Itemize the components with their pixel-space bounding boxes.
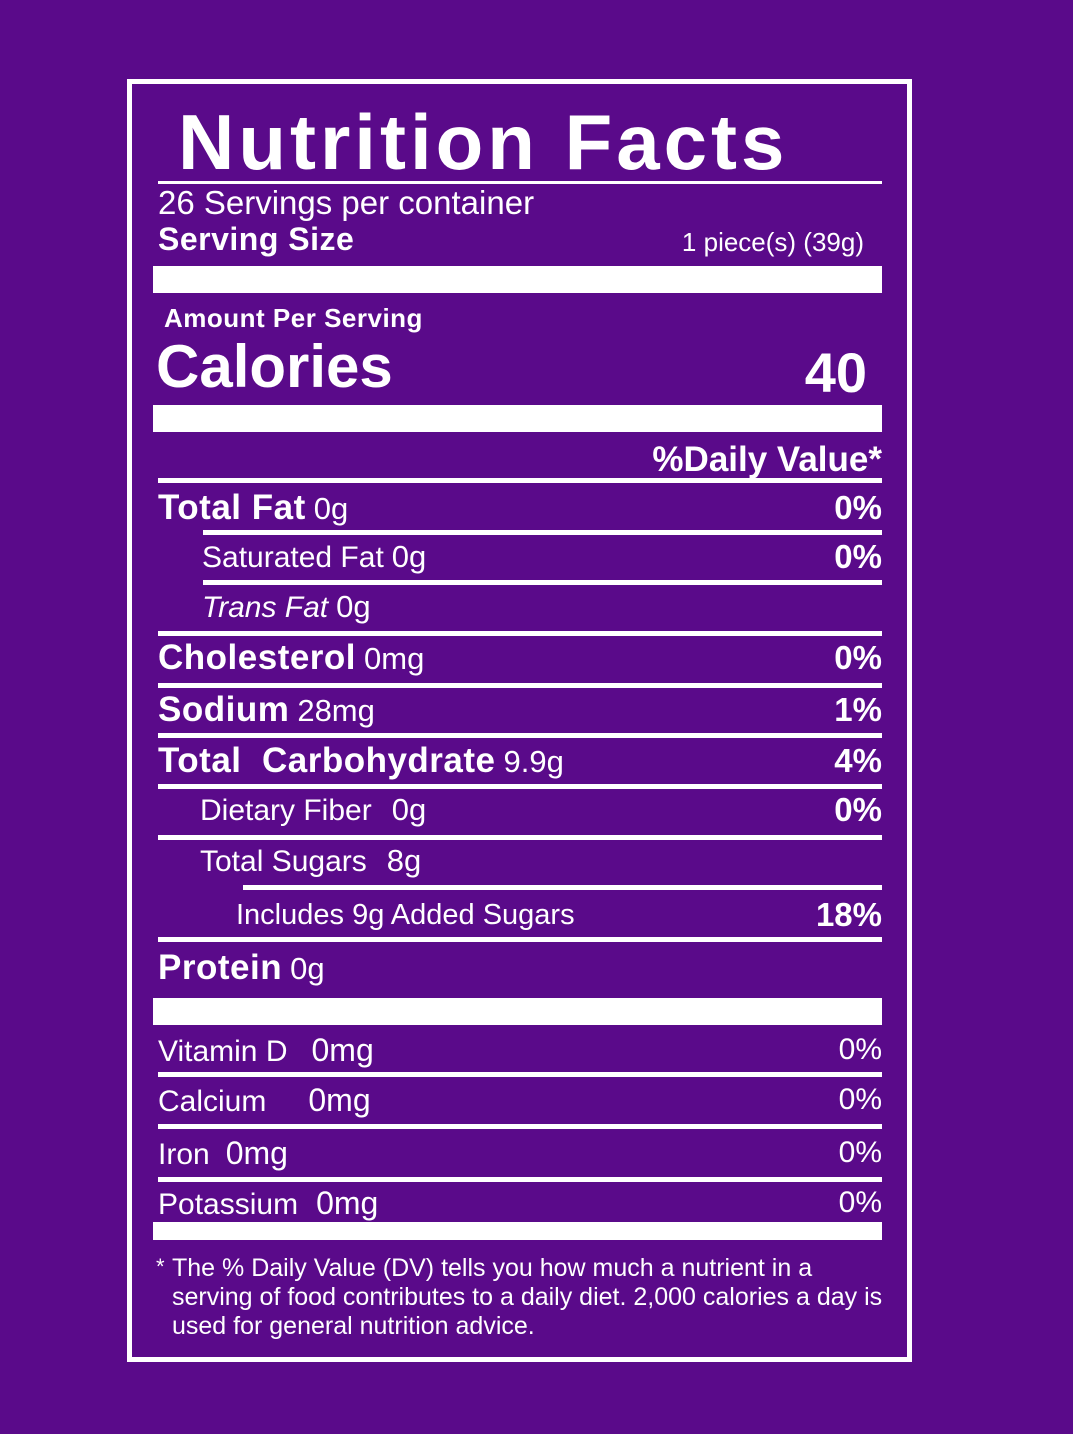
nutrient-amount: 0g [391,792,427,827]
nutrient-amount: 0g [290,951,325,986]
divider [158,181,882,184]
serving-size-label: Serving Size [158,221,355,257]
nutrient-amount: 9.9g [503,744,564,779]
vitamin-amount: 0mg [316,1185,379,1221]
calories-label: Calories [156,333,393,400]
nutrient-amount: 8g [386,843,422,878]
nutrient-name: Saturated Fat [202,541,384,574]
nutrient-dv: 4% [834,742,882,779]
nutrient-amount: 0g [313,491,349,526]
thick-divider [153,1222,882,1240]
divider [158,1124,882,1129]
amount-per-serving: Amount Per Serving [164,303,423,333]
vitamin-row-iron: Iron 0mg 0% [158,1133,882,1173]
nutrient-row-total-sugars: Total Sugars 8g [158,841,882,881]
vitamin-dv: 0% [838,1033,882,1066]
nutrient-name: Total Fat [158,488,306,527]
nutrient-amount: 0g [391,539,427,574]
divider [158,835,882,840]
nutrient-name: Includes 9g Added Sugars [236,899,575,931]
label-border [127,79,912,1362]
nutrient-dv: 18% [815,896,882,933]
vitamin-name: Potassium [158,1188,299,1221]
divider [158,631,882,636]
serving-size-value: 1 piece(s) (39g) [681,227,864,257]
nutrient-row-sodium: Sodium 28mg 1% [158,690,882,730]
nutrient-row-dietary-fiber: Dietary Fiber 0g 0% [158,790,882,830]
footnote: * The % Daily Value (DV) tells you how m… [156,1254,896,1341]
thick-divider [153,266,882,293]
divider [158,784,882,789]
nutrient-name: Protein [158,948,283,987]
vitamin-row-potassium: Potassium 0mg 0% [158,1183,882,1223]
nutrient-dv: 0% [834,489,882,526]
nutrient-name: Total Carbohydrate [158,741,496,780]
thick-divider [153,405,882,432]
nutrient-dv: 0% [834,639,882,676]
label-title: Nutrition Facts [178,98,789,186]
thick-divider [153,998,882,1025]
vitamin-dv: 0% [838,1083,882,1116]
nutrient-name: Sodium [158,690,290,729]
divider [158,1072,882,1077]
nutrient-name: Total Sugars [200,845,367,878]
vitamin-row-vitamin-d: Vitamin D 0mg 0% [158,1030,882,1070]
nutrient-row-total-fat: Total Fat 0g 0% [158,488,882,528]
nutrient-name: Dietary Fiber [200,794,372,827]
nutrient-dv: 0% [834,538,882,575]
vitamin-amount: 0mg [308,1082,371,1118]
vitamin-name: Iron [158,1138,210,1171]
divider [203,580,882,585]
nutrient-row-added-sugars: Includes 9g Added Sugars 18% [158,895,882,935]
servings-per-container: 26 Servings per container [158,184,535,221]
nutrient-amount: 0mg [364,641,425,676]
divider [158,937,882,942]
footnote-marker: * [156,1254,165,1279]
vitamin-amount: 0mg [225,1135,288,1171]
vitamin-dv: 0% [838,1136,882,1169]
nutrient-dv: 0% [834,791,882,828]
nutrient-amount: 0g [336,589,371,624]
footnote-text: The % Daily Value (DV) tells you how muc… [172,1254,883,1340]
vitamin-dv: 0% [838,1186,882,1219]
nutrient-amount: 28mg [297,693,375,728]
nutrient-row-protein: Protein 0g [158,948,882,988]
divider [158,1177,882,1182]
vitamin-name: Vitamin D [158,1035,288,1068]
divider [158,478,882,483]
nutrient-row-trans-fat: Trans Fat 0g [158,587,882,627]
divider [243,885,882,890]
daily-value-header: %Daily Value* [652,440,882,479]
divider [158,733,882,738]
nutrient-row-cholesterol: Cholesterol 0mg 0% [158,638,882,678]
divider [203,530,882,535]
nutrient-name: Cholesterol [158,638,357,677]
calories-value: 40 [804,341,867,404]
nutrient-dv: 1% [834,691,882,728]
nutrient-row-saturated-fat: Saturated Fat 0g 0% [158,537,882,577]
nutrient-row-total-carbohydrate: Total Carbohydrate 9.9g 4% [158,741,882,781]
vitamin-name: Calcium [158,1085,267,1118]
vitamin-row-calcium: Calcium 0mg 0% [158,1080,882,1120]
divider [158,683,882,688]
vitamin-amount: 0mg [311,1032,374,1068]
nutrient-name: Trans Fat [202,591,329,624]
